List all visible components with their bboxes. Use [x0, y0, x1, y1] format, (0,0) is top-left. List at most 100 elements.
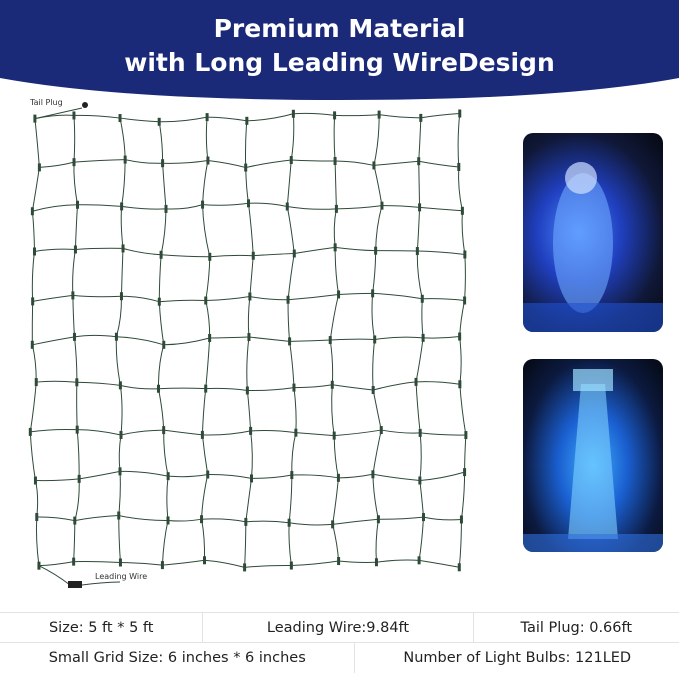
led-bulb	[248, 292, 252, 301]
led-bulb	[289, 561, 293, 570]
net-light-diagram	[28, 102, 468, 588]
led-bulb	[249, 426, 253, 435]
net-wire	[207, 160, 246, 169]
led-bulb	[72, 557, 76, 566]
net-wire	[73, 159, 126, 163]
net-wire	[250, 430, 296, 434]
net-wire	[73, 520, 76, 562]
spec-leading-wire: Leading Wire:9.84ft	[203, 613, 474, 643]
led-bulb	[418, 203, 422, 212]
net-wire	[159, 299, 206, 303]
net-wire	[372, 250, 377, 294]
net-wire	[248, 202, 288, 208]
led-bulb	[286, 295, 290, 304]
net-wire	[458, 519, 462, 568]
tail-plug-label: Tail Plug	[30, 98, 63, 107]
net-wire	[338, 560, 377, 563]
led-bulb	[72, 332, 76, 341]
net-wire	[379, 114, 421, 119]
net-wire	[34, 107, 83, 120]
net-wire	[166, 476, 169, 521]
led-bulb	[336, 473, 340, 482]
led-bulb	[208, 333, 212, 342]
led-bulb	[118, 114, 122, 123]
net-wire	[118, 471, 121, 516]
net-wire	[38, 565, 71, 586]
net-wire	[247, 387, 295, 392]
led-bulb	[245, 386, 249, 395]
net-wire	[120, 562, 163, 566]
net-wire	[329, 339, 334, 385]
net-wire	[291, 159, 336, 162]
led-bulb	[118, 467, 122, 476]
net-wire	[249, 255, 254, 297]
net-wire	[31, 211, 36, 252]
net-wire	[121, 295, 160, 303]
net-wire	[205, 295, 250, 302]
header-title: Premium Material with Long Leading WireD…	[0, 12, 679, 80]
net-wire	[415, 381, 421, 433]
net-wire	[291, 560, 339, 567]
led-bulb	[162, 426, 166, 435]
led-bulb	[371, 289, 375, 298]
net-wire	[157, 388, 165, 431]
led-bulb	[73, 245, 77, 254]
net-wire	[419, 432, 422, 481]
net-wire	[372, 474, 379, 520]
net-wire	[72, 295, 75, 337]
led-bulb	[33, 476, 37, 485]
net-wire	[159, 116, 208, 123]
net-wire	[201, 474, 209, 520]
led-bulb	[166, 472, 170, 481]
net-wire	[247, 296, 251, 338]
led-bulb	[30, 207, 34, 216]
net-wire	[373, 114, 380, 166]
led-bulb	[294, 428, 298, 437]
net-wire	[73, 162, 78, 205]
led-bulb	[37, 163, 41, 172]
net-wire	[286, 159, 292, 207]
leading-wire-plug-icon	[68, 581, 82, 588]
net-wire	[115, 296, 122, 337]
led-bulb	[161, 159, 165, 168]
net-wire	[202, 202, 249, 206]
led-bulb	[30, 340, 34, 349]
header-banner	[0, 0, 679, 100]
net-wire	[158, 121, 164, 164]
led-bulb	[287, 518, 291, 527]
net-wire	[334, 429, 382, 437]
led-bulb	[371, 386, 375, 395]
led-bulb	[205, 113, 209, 122]
net-wire	[334, 247, 340, 295]
net-wire	[120, 206, 124, 249]
led-bulb	[118, 381, 122, 390]
net-wire	[464, 435, 467, 473]
net-wire	[250, 430, 253, 479]
net-wire	[209, 336, 249, 339]
net-wire	[31, 344, 37, 383]
net-wire	[244, 521, 247, 568]
net-wire	[249, 295, 289, 301]
net-wire	[288, 293, 339, 301]
net-wire	[419, 471, 465, 482]
net-wire	[375, 519, 379, 563]
net-wire	[157, 344, 165, 389]
net-wire	[163, 337, 210, 346]
led-bulb	[114, 332, 118, 341]
net-wire	[205, 117, 209, 161]
net-wire	[293, 387, 297, 433]
led-bulb	[371, 470, 375, 479]
led-bulb	[332, 431, 336, 440]
led-bulb	[119, 430, 123, 439]
led-bulb	[204, 384, 208, 393]
led-bulb	[245, 116, 249, 125]
led-bulb	[458, 109, 462, 118]
led-bulb	[464, 431, 468, 440]
net-wire	[81, 581, 121, 586]
led-bulb	[290, 471, 294, 480]
net-wire	[74, 515, 119, 522]
net-wire	[329, 294, 340, 341]
net-wire	[120, 248, 124, 297]
net-wire	[458, 166, 463, 211]
led-bulb	[289, 156, 293, 165]
